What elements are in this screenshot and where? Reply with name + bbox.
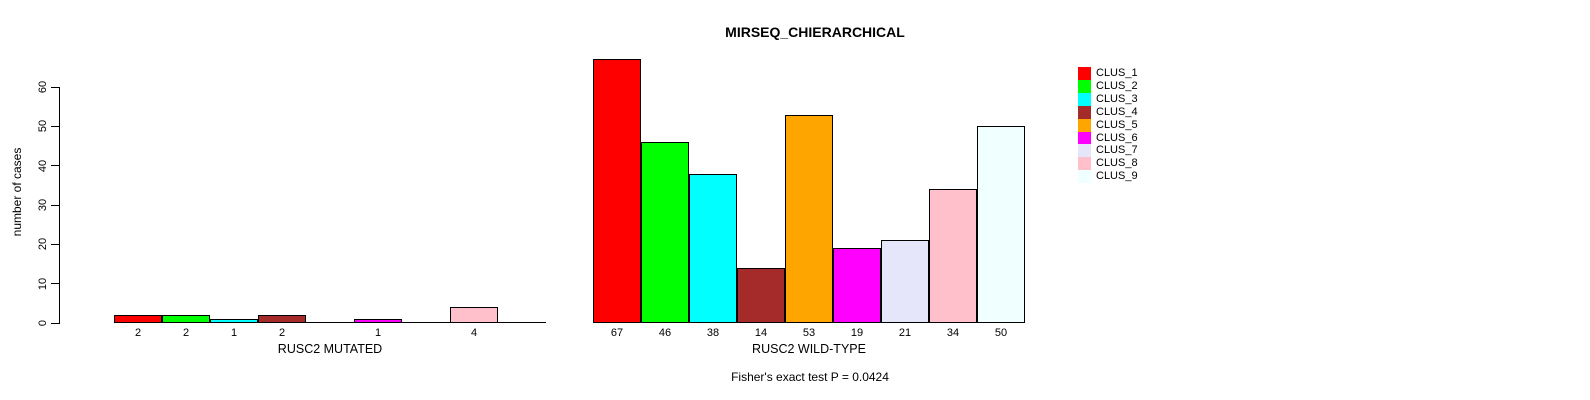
bar-clus_3-right bbox=[689, 174, 737, 323]
legend-label: CLUS_6 bbox=[1096, 131, 1138, 144]
bar-value-label: 67 bbox=[610, 327, 624, 339]
y-axis-tick bbox=[51, 283, 60, 285]
bar-value-label: 14 bbox=[754, 327, 768, 339]
bar-value-label: 19 bbox=[850, 327, 864, 339]
bar-clus_5-right bbox=[785, 115, 833, 323]
bar-value-label: 2 bbox=[278, 327, 286, 339]
legend-label: CLUS_2 bbox=[1096, 79, 1138, 92]
bar-value-label: 34 bbox=[946, 327, 960, 339]
fisher-test-annotation: Fisher's exact test P = 0.0424 bbox=[731, 370, 889, 384]
bar-clus_4-right bbox=[737, 268, 785, 323]
y-axis-tick-label: 30 bbox=[37, 198, 49, 212]
bar-clus_3-left bbox=[210, 319, 258, 323]
bar-clus_6-right bbox=[833, 248, 881, 323]
legend-swatch bbox=[1078, 79, 1091, 93]
bar-value-label: 53 bbox=[802, 327, 816, 339]
bar-clus_6-left bbox=[354, 319, 402, 323]
legend-swatch bbox=[1078, 118, 1091, 132]
legend-label: CLUS_3 bbox=[1096, 92, 1138, 105]
x-axis-label-mutated: RUSC2 MUTATED bbox=[277, 342, 383, 356]
legend-item: CLUS_2 bbox=[1078, 79, 1168, 93]
y-axis-label: number of cases bbox=[10, 147, 24, 237]
y-axis-tick-label: 60 bbox=[37, 80, 49, 94]
legend-item: CLUS_4 bbox=[1078, 105, 1168, 119]
legend-swatch bbox=[1078, 67, 1091, 80]
chart-title: MIRSEQ_CHIERARCHICAL bbox=[725, 24, 905, 40]
legend-item: CLUS_8 bbox=[1078, 157, 1168, 171]
y-axis-tick bbox=[51, 125, 60, 127]
legend-label: CLUS_4 bbox=[1096, 105, 1138, 118]
legend-label: CLUS_5 bbox=[1096, 118, 1138, 131]
legend-item: CLUS_6 bbox=[1078, 131, 1168, 145]
bar-clus_1-right bbox=[593, 59, 641, 323]
legend-item: CLUS_9 bbox=[1078, 170, 1168, 184]
y-axis-tick-label: 20 bbox=[37, 238, 49, 251]
y-axis-tick-label: 40 bbox=[37, 159, 49, 172]
bar-value-label: 46 bbox=[658, 327, 672, 339]
legend-swatch bbox=[1078, 92, 1091, 106]
y-axis-tick bbox=[51, 322, 60, 324]
legend-swatch bbox=[1078, 131, 1091, 145]
legend-label: CLUS_8 bbox=[1096, 157, 1138, 170]
bar-clus_8-left bbox=[450, 307, 498, 323]
bar-value-label: 1 bbox=[374, 327, 382, 339]
bar-clus_8-right bbox=[929, 189, 977, 323]
legend-label: CLUS_1 bbox=[1096, 67, 1138, 79]
bar-clus_2-left bbox=[162, 315, 210, 323]
bar-clus_7-right bbox=[881, 240, 929, 323]
y-axis-tick bbox=[51, 165, 60, 167]
bar-clus_9-right bbox=[977, 126, 1025, 323]
bar-value-label: 38 bbox=[706, 327, 720, 339]
legend-item: CLUS_1 bbox=[1078, 67, 1168, 80]
y-axis-tick bbox=[51, 204, 60, 206]
bar-clus_4-left bbox=[258, 315, 306, 323]
panel-baseline bbox=[114, 322, 546, 323]
legend-swatch bbox=[1078, 105, 1091, 119]
y-axis-tick bbox=[51, 243, 60, 245]
y-axis-tick-label: 10 bbox=[37, 277, 49, 290]
y-axis-tick bbox=[51, 86, 60, 88]
bar-value-label: 50 bbox=[994, 327, 1008, 339]
y-axis-tick-label: 50 bbox=[37, 120, 49, 133]
x-axis-label-wildtype: RUSC2 WILD-TYPE bbox=[752, 342, 866, 356]
legend-label: CLUS_7 bbox=[1096, 144, 1138, 157]
legend-swatch bbox=[1078, 157, 1091, 171]
legend-swatch bbox=[1078, 144, 1091, 158]
bar-clus_1-left bbox=[114, 315, 162, 323]
bar-value-label: 1 bbox=[230, 327, 238, 339]
bar-value-label: 2 bbox=[134, 327, 142, 339]
legend-label: CLUS_9 bbox=[1096, 170, 1138, 183]
legend-item: CLUS_7 bbox=[1078, 144, 1168, 158]
bar-value-label: 21 bbox=[898, 327, 912, 339]
legend-item: CLUS_5 bbox=[1078, 118, 1168, 132]
bar-value-label: 2 bbox=[182, 327, 190, 339]
legend-item: CLUS_3 bbox=[1078, 92, 1168, 106]
bar-value-label: 4 bbox=[470, 327, 478, 339]
legend-swatch bbox=[1078, 170, 1091, 184]
bar-clus_2-right bbox=[641, 142, 689, 323]
y-axis-tick-label: 0 bbox=[37, 319, 49, 327]
